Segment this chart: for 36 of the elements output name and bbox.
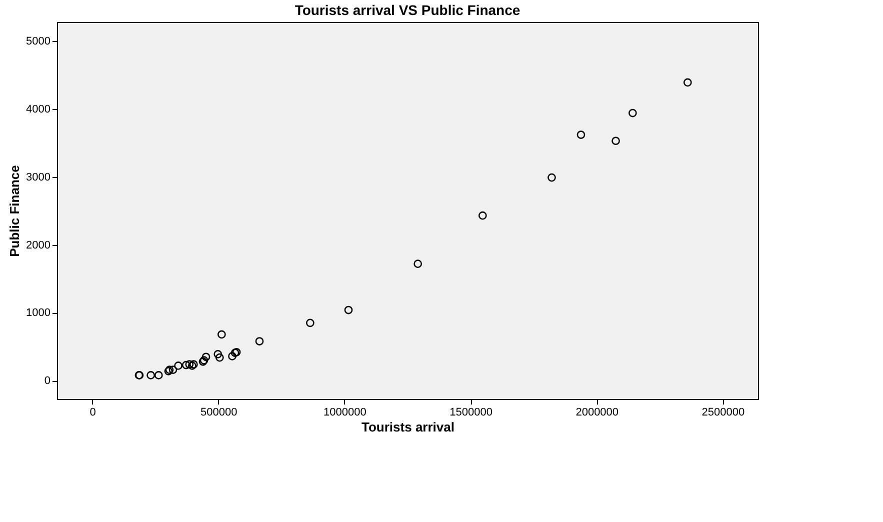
x-tick-label: 500000 [200,406,238,418]
x-tick-label: 1000000 [324,406,366,418]
point [628,108,637,118]
point [255,337,264,346]
point [548,173,556,182]
point [154,371,163,380]
y-tick-label: 3000 [26,171,50,184]
point [683,78,692,87]
x-tick-label: 2500000 [702,406,745,418]
point [168,366,178,374]
y-tick-label: 4000 [26,103,50,116]
point [228,352,236,360]
point [478,211,487,220]
point [174,362,182,370]
point [306,318,314,328]
chart-title: Tourists arrival VS Public Finance [294,2,520,18]
point [217,330,226,339]
point [344,306,353,314]
point [185,360,194,369]
y-tick-label: 2000 [26,239,50,252]
point [202,352,210,362]
x-tick-label: 2000000 [576,406,619,418]
point [214,350,222,358]
point [182,360,190,370]
point [612,136,620,146]
x-tick-label: 1500000 [450,406,492,418]
point [146,371,155,380]
y-tick-label: 5000 [26,36,50,48]
x-axis-title: Tourists arrival [362,420,454,434]
x-tick-label: 0 [90,406,96,418]
point [215,353,224,362]
y-tick-label: 1000 [26,307,50,320]
point [576,130,586,139]
point [414,260,422,268]
y-tick-label: 0 [44,375,50,388]
y-axis-title: Public Finance [7,165,22,257]
